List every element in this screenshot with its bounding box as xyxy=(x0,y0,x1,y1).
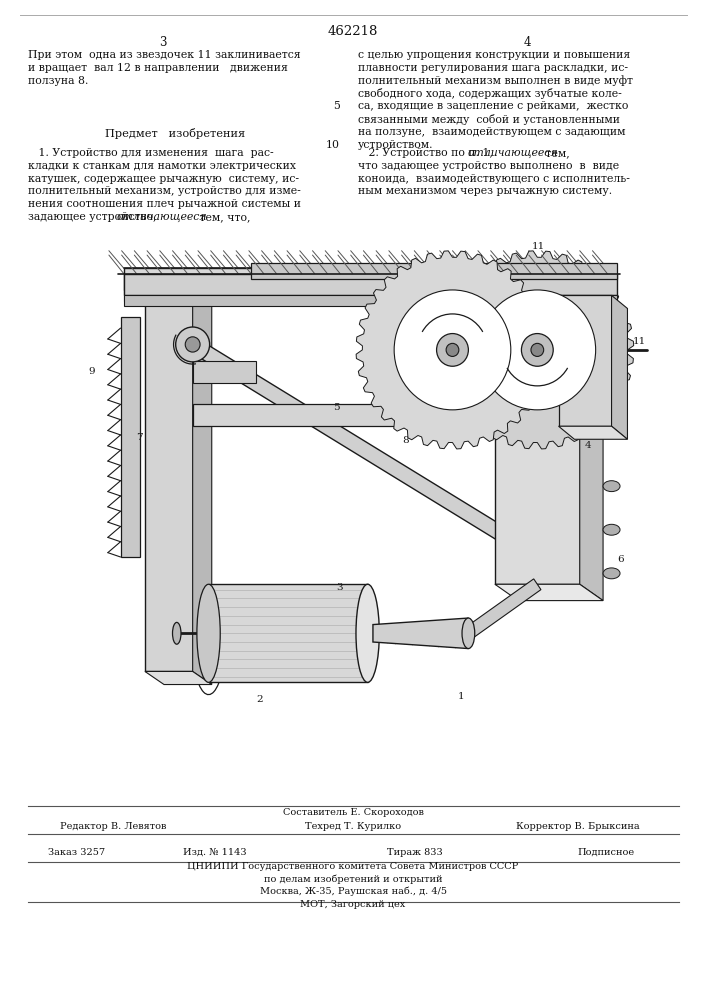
Circle shape xyxy=(446,343,459,356)
Polygon shape xyxy=(559,295,612,426)
Circle shape xyxy=(395,290,511,410)
Text: катушек, содержащее рычажную  систему, ис-: катушек, содержащее рычажную систему, ис… xyxy=(28,174,299,184)
Text: са, входящие в зацепление с рейками,  жестко: са, входящие в зацепление с рейками, жес… xyxy=(358,101,629,111)
Polygon shape xyxy=(356,251,549,449)
Text: 2: 2 xyxy=(257,695,263,704)
Text: 1: 1 xyxy=(458,692,464,701)
Text: что задающее устройство выполнено  в  виде: что задающее устройство выполнено в виде xyxy=(358,161,619,171)
Polygon shape xyxy=(373,618,469,649)
Ellipse shape xyxy=(173,622,181,644)
Text: ползуна 8.: ползуна 8. xyxy=(28,76,88,86)
Text: 12: 12 xyxy=(437,348,450,357)
Text: 6: 6 xyxy=(617,555,624,564)
Text: ным механизмом через рычажную систему.: ным механизмом через рычажную систему. xyxy=(358,186,612,196)
Ellipse shape xyxy=(603,481,620,492)
Text: по делам изобретений и открытий: по делам изобретений и открытий xyxy=(264,874,443,884)
Text: Москва, Ж-35, Раушская наб., д. 4/5: Москва, Ж-35, Раушская наб., д. 4/5 xyxy=(259,887,447,896)
Polygon shape xyxy=(124,268,590,290)
Text: Корректор В. Брыксина: Корректор В. Брыксина xyxy=(516,822,640,831)
Ellipse shape xyxy=(603,524,620,535)
Polygon shape xyxy=(193,361,257,383)
Circle shape xyxy=(185,337,200,352)
Text: Составитель Е. Скороходов: Составитель Е. Скороходов xyxy=(283,808,423,817)
Polygon shape xyxy=(145,290,193,671)
Circle shape xyxy=(531,343,544,356)
Circle shape xyxy=(437,334,469,366)
Text: ЦНИИПИ Государственного комитета Совета Министров СССР: ЦНИИПИ Государственного комитета Совета … xyxy=(187,862,519,871)
Text: тем, что,: тем, что, xyxy=(197,212,251,222)
Polygon shape xyxy=(559,426,628,439)
Text: 5: 5 xyxy=(333,403,339,412)
Text: 9: 9 xyxy=(89,367,95,376)
Text: 10: 10 xyxy=(554,354,566,363)
Circle shape xyxy=(175,327,210,362)
Text: Редактор В. Левятов: Редактор В. Левятов xyxy=(60,822,166,831)
Polygon shape xyxy=(251,263,617,279)
Text: Тираж 833: Тираж 833 xyxy=(387,848,443,857)
Text: свободного хода, содержащих зубчатые коле-: свободного хода, содержащих зубчатые кол… xyxy=(358,88,621,99)
Text: коноида,  взаимодействующего с исполнитель-: коноида, взаимодействующего с исполнител… xyxy=(358,174,630,184)
Circle shape xyxy=(522,334,554,366)
Polygon shape xyxy=(495,404,580,584)
Polygon shape xyxy=(124,274,617,295)
Circle shape xyxy=(479,290,596,410)
Ellipse shape xyxy=(603,568,620,579)
Text: кладки к станкам для намотки электрических: кладки к станкам для намотки электрическ… xyxy=(28,161,296,171)
Text: При этом  одна из звездочек 11 заклинивается: При этом одна из звездочек 11 заклинивае… xyxy=(28,50,300,60)
Polygon shape xyxy=(209,584,368,682)
Polygon shape xyxy=(193,404,495,426)
Text: полнительный механизм выполнен в виде муфт: полнительный механизм выполнен в виде му… xyxy=(358,76,633,86)
Polygon shape xyxy=(441,251,633,449)
Text: отличающееся: отличающееся xyxy=(116,212,207,222)
Text: Подписное: Подписное xyxy=(578,848,635,857)
Ellipse shape xyxy=(356,584,380,682)
Text: 10: 10 xyxy=(326,140,340,150)
Text: на ползуне,  взаимодействующем с задающим: на ползуне, взаимодействующем с задающим xyxy=(358,127,626,137)
Text: 3: 3 xyxy=(159,36,167,49)
Polygon shape xyxy=(124,295,617,306)
Text: плавности регулирования шага раскладки, ис-: плавности регулирования шага раскладки, … xyxy=(358,63,628,73)
Text: 8: 8 xyxy=(402,436,409,445)
Ellipse shape xyxy=(197,584,221,682)
Polygon shape xyxy=(121,317,140,557)
Text: 1. Устройство для изменения  шага  рас-: 1. Устройство для изменения шага рас- xyxy=(28,148,274,158)
Text: 11: 11 xyxy=(633,337,646,346)
Text: 11: 11 xyxy=(532,242,545,251)
Text: и вращает  вал 12 в направлении   движения: и вращает вал 12 в направлении движения xyxy=(28,63,288,73)
Polygon shape xyxy=(145,671,212,685)
Text: нения соотношения плеч рычажной системы и: нения соотношения плеч рычажной системы … xyxy=(28,199,301,209)
Text: Заказ 3257: Заказ 3257 xyxy=(48,848,105,857)
Text: полнительный механизм, устройство для изме-: полнительный механизм, устройство для из… xyxy=(28,186,300,196)
Polygon shape xyxy=(193,290,212,685)
Polygon shape xyxy=(124,290,590,301)
Text: устройством.: устройством. xyxy=(358,140,433,150)
Text: 7: 7 xyxy=(136,433,143,442)
Text: 5: 5 xyxy=(333,101,340,111)
Text: Изд. № 1143: Изд. № 1143 xyxy=(183,848,247,857)
Polygon shape xyxy=(580,404,603,601)
Polygon shape xyxy=(612,295,628,439)
Text: МОТ, Загорский цех: МОТ, Загорский цех xyxy=(300,900,406,909)
Text: задающее устройство,: задающее устройство, xyxy=(28,212,160,222)
Text: 462218: 462218 xyxy=(328,25,378,38)
Text: 4: 4 xyxy=(585,441,592,450)
Ellipse shape xyxy=(462,618,475,649)
Polygon shape xyxy=(464,579,541,639)
Polygon shape xyxy=(495,584,603,601)
Text: Предмет   изобретения: Предмет изобретения xyxy=(105,128,245,139)
Polygon shape xyxy=(189,338,551,569)
Text: с целью упрощения конструкции и повышения: с целью упрощения конструкции и повышени… xyxy=(358,50,630,60)
Text: связанными между  собой и установленными: связанными между собой и установленными xyxy=(358,114,620,125)
Text: 4: 4 xyxy=(523,36,531,49)
Text: 2. Устройство по п. 1,: 2. Устройство по п. 1, xyxy=(358,148,496,158)
Text: тем,: тем, xyxy=(542,148,570,158)
Text: отличающееся: отличающееся xyxy=(467,148,558,158)
Text: Техред Т. Курилко: Техред Т. Курилко xyxy=(305,822,401,831)
Text: 3: 3 xyxy=(336,583,342,592)
